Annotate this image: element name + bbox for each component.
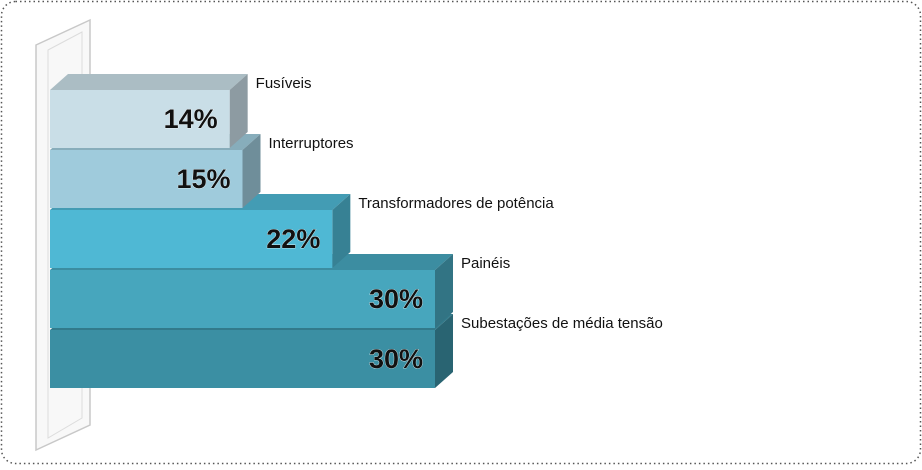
bar	[50, 90, 230, 148]
bar	[50, 210, 333, 268]
category-label: Subestações de média tensão	[461, 315, 663, 332]
category-label: Fusíveis	[256, 75, 312, 92]
bar-side	[332, 194, 351, 268]
bar	[50, 270, 435, 328]
category-label: Transformadores de potência	[358, 195, 554, 212]
bar	[50, 330, 435, 388]
wall-inner	[47, 31, 83, 439]
bar-side	[435, 314, 453, 388]
value-label: 30%	[369, 344, 423, 374]
bar	[50, 150, 243, 208]
bar-side	[435, 254, 453, 328]
bars: 30% Subestações de média tensão 30% Painéis…	[50, 74, 663, 388]
value-label: 30%	[369, 284, 423, 314]
category-label: Painéis	[461, 255, 510, 272]
bar-top	[50, 74, 248, 90]
category-label: Interruptores	[269, 135, 354, 152]
bar-side	[242, 134, 261, 208]
value-label: 14%	[164, 104, 218, 134]
value-label: 22%	[266, 224, 320, 254]
value-label: 15%	[176, 164, 230, 194]
bar-side	[229, 74, 248, 148]
